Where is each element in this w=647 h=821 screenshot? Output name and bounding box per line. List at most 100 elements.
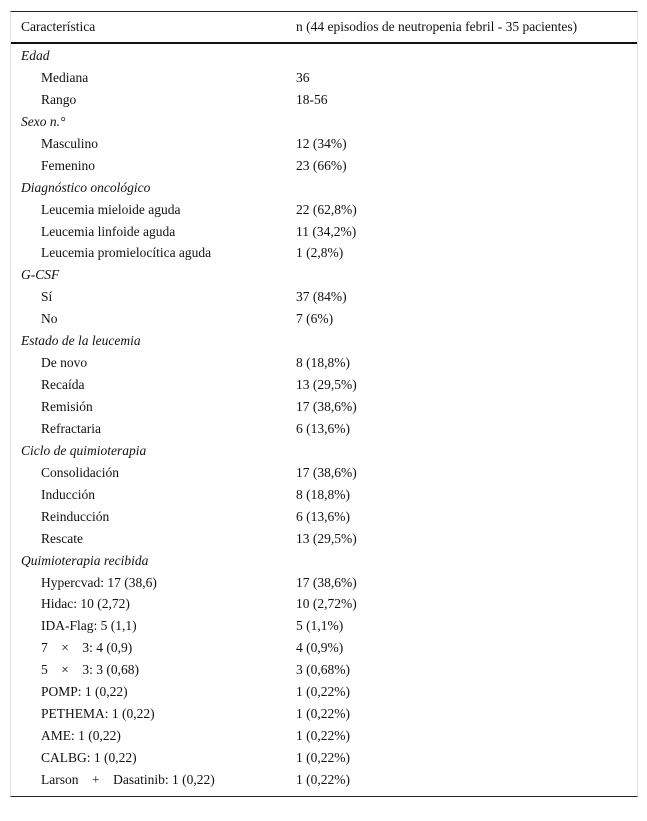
table-row: Leucemia promielocítica aguda 1 (2,8%) (11, 243, 637, 265)
table-row: Rango 18-56 (11, 90, 637, 112)
row-value: 13 (29,5%) (296, 377, 357, 393)
table-row: Inducción 8 (18,8%) (11, 485, 637, 507)
row-label: Leucemia promielocítica aguda (41, 245, 212, 261)
table-row: Hidac: 10 (2,72) 10 (2,72%) (11, 594, 637, 616)
category-row: G-CSF (11, 265, 637, 287)
table-row: AME: 1 (0,22) 1 (0,22%) (11, 726, 637, 748)
table-header: Característica n (44 episodios de neutro… (11, 12, 637, 44)
header-characteristic: Característica (21, 19, 96, 34)
row-label: Reinducción (41, 508, 110, 524)
category-label: Edad (21, 48, 50, 63)
characteristics-table: Característica n (44 episodios de neutro… (10, 11, 638, 797)
table-row: Hypercvad: 17 (38,6) 17 (38,6%) (11, 573, 637, 595)
row-value: 23 (66%) (296, 157, 347, 173)
row-value: 6 (13,6%) (296, 420, 350, 436)
table-row: Rescate 13 (29,5%) (11, 529, 637, 551)
row-value: 6 (13,6%) (296, 508, 350, 524)
row-label: No (41, 311, 58, 327)
table-body: Edad Mediana 36 Rango 18-56 Sexo n.° Masculino… (11, 44, 637, 796)
row-label: Leucemia linfoide aguda (41, 223, 176, 239)
category-row: Quimioterapia recibida (11, 551, 637, 573)
row-value: 1 (2,8%) (296, 245, 344, 261)
table-row: No 7 (6%) (11, 309, 637, 331)
table-row: Reinducción 6 (13,6%) (11, 507, 637, 529)
row-value: 1 (0,22%) (296, 728, 350, 744)
row-label: Femenino (41, 157, 95, 173)
row-label: Recaída (41, 377, 85, 393)
category-label: Sexo n.° (21, 113, 66, 129)
row-label: Masculino (41, 135, 98, 151)
row-value: 1 (0,22%) (296, 750, 350, 765)
row-value: 36 (296, 69, 310, 85)
table-row: 5 × 3: 3 (0,68) 3 (0,68%) (11, 660, 637, 682)
row-value: 11 (34,2%) (296, 223, 357, 239)
table-row: POMP: 1 (0,22) 1 (0,22%) (11, 682, 637, 704)
category-row: Edad (11, 46, 637, 68)
row-label: CALBG: 1 (0,22) (41, 750, 137, 765)
table-row: De novo 8 (18,8%) (11, 353, 637, 375)
row-value: 1 (0,22%) (296, 771, 350, 787)
row-label: Rango (41, 91, 77, 107)
row-value: 10 (2,72%) (296, 596, 357, 612)
table-row: Remisión 17 (38,6%) (11, 397, 637, 419)
table-row: IDA-Flag: 5 (1,1) 5 (1,1%) (11, 616, 637, 638)
category-label: Ciclo de quimioterapia (21, 442, 147, 458)
table-row: Masculino 12 (34%) (11, 134, 637, 156)
row-value: 1 (0,22%) (296, 706, 350, 722)
row-label: Consolidación (41, 464, 119, 480)
row-label: 7 × 3: 4 (0,9) (41, 640, 133, 656)
table-row: CALBG: 1 (0,22) 1 (0,22%) (11, 748, 637, 770)
row-value: 18-56 (296, 91, 328, 107)
category-label: G-CSF (21, 267, 60, 283)
row-label: De novo (41, 355, 88, 371)
table-row: Refractaria 6 (13,6%) (11, 419, 637, 441)
row-label: Sí (41, 289, 53, 305)
row-value: 7 (6%) (296, 311, 334, 327)
table-row: PETHEMA: 1 (0,22) 1 (0,22%) (11, 704, 637, 726)
row-value: 3 (0,68%) (296, 662, 350, 678)
row-value: 4 (0,9%) (296, 640, 344, 656)
row-label: Remisión (41, 399, 93, 414)
row-label: Leucemia mieloide aguda (41, 201, 181, 217)
row-value: 17 (38,6%) (296, 399, 357, 414)
category-row: Diagnóstico oncológico (11, 178, 637, 200)
row-value: 8 (18,8%) (296, 355, 350, 371)
table-row: Leucemia mieloide aguda 22 (62,8%) (11, 200, 637, 222)
table-row: Femenino 23 (66%) (11, 156, 637, 178)
row-label: PETHEMA: 1 (0,22) (41, 706, 155, 722)
row-label: Mediana (41, 69, 89, 85)
table-row: Mediana 36 (11, 68, 637, 90)
category-row: Ciclo de quimioterapia (11, 441, 637, 463)
row-label: POMP: 1 (0,22) (41, 684, 128, 700)
row-label: Refractaria (41, 420, 101, 436)
table-row: Recaída 13 (29,5%) (11, 375, 637, 397)
row-label: Rescate (41, 530, 83, 546)
table-row: 7 × 3: 4 (0,9) 4 (0,9%) (11, 638, 637, 660)
row-label: AME: 1 (0,22) (41, 728, 121, 744)
row-value: 22 (62,8%) (296, 201, 357, 217)
category-row: Sexo n.° (11, 112, 637, 134)
row-value: 13 (29,5%) (296, 530, 357, 546)
row-value: 17 (38,6%) (296, 464, 357, 480)
category-row: Estado de la leucemia (11, 331, 637, 353)
header-n: n (44 episodios de neutropenia febril - … (296, 19, 578, 34)
row-label: 5 × 3: 3 (0,68) (41, 662, 139, 678)
category-label: Diagnóstico oncológico (21, 179, 151, 195)
category-label: Estado de la leucemia (21, 333, 141, 349)
row-value: 1 (0,22%) (296, 684, 350, 700)
row-label: Inducción (41, 486, 95, 502)
row-label: Hypercvad: 17 (38,6) (41, 574, 157, 590)
row-label: Larson + Dasatinib: 1 (0,22) (41, 771, 215, 787)
row-value: 8 (18,8%) (296, 486, 350, 502)
table-row: Leucemia linfoide aguda 11 (34,2%) (11, 222, 637, 244)
table-row: Sí 37 (84%) (11, 287, 637, 309)
table-row: Larson + Dasatinib: 1 (0,22) 1 (0,22%) (11, 770, 637, 792)
row-value: 5 (1,1%) (296, 618, 344, 634)
row-label: IDA-Flag: 5 (1,1) (41, 618, 137, 634)
table-row: Consolidación 17 (38,6%) (11, 463, 637, 485)
category-label: Quimioterapia recibida (21, 552, 149, 568)
row-value: 12 (34%) (296, 135, 347, 151)
row-value: 17 (38,6%) (296, 574, 357, 590)
row-value: 37 (84%) (296, 289, 347, 305)
row-label: Hidac: 10 (2,72) (41, 596, 130, 612)
